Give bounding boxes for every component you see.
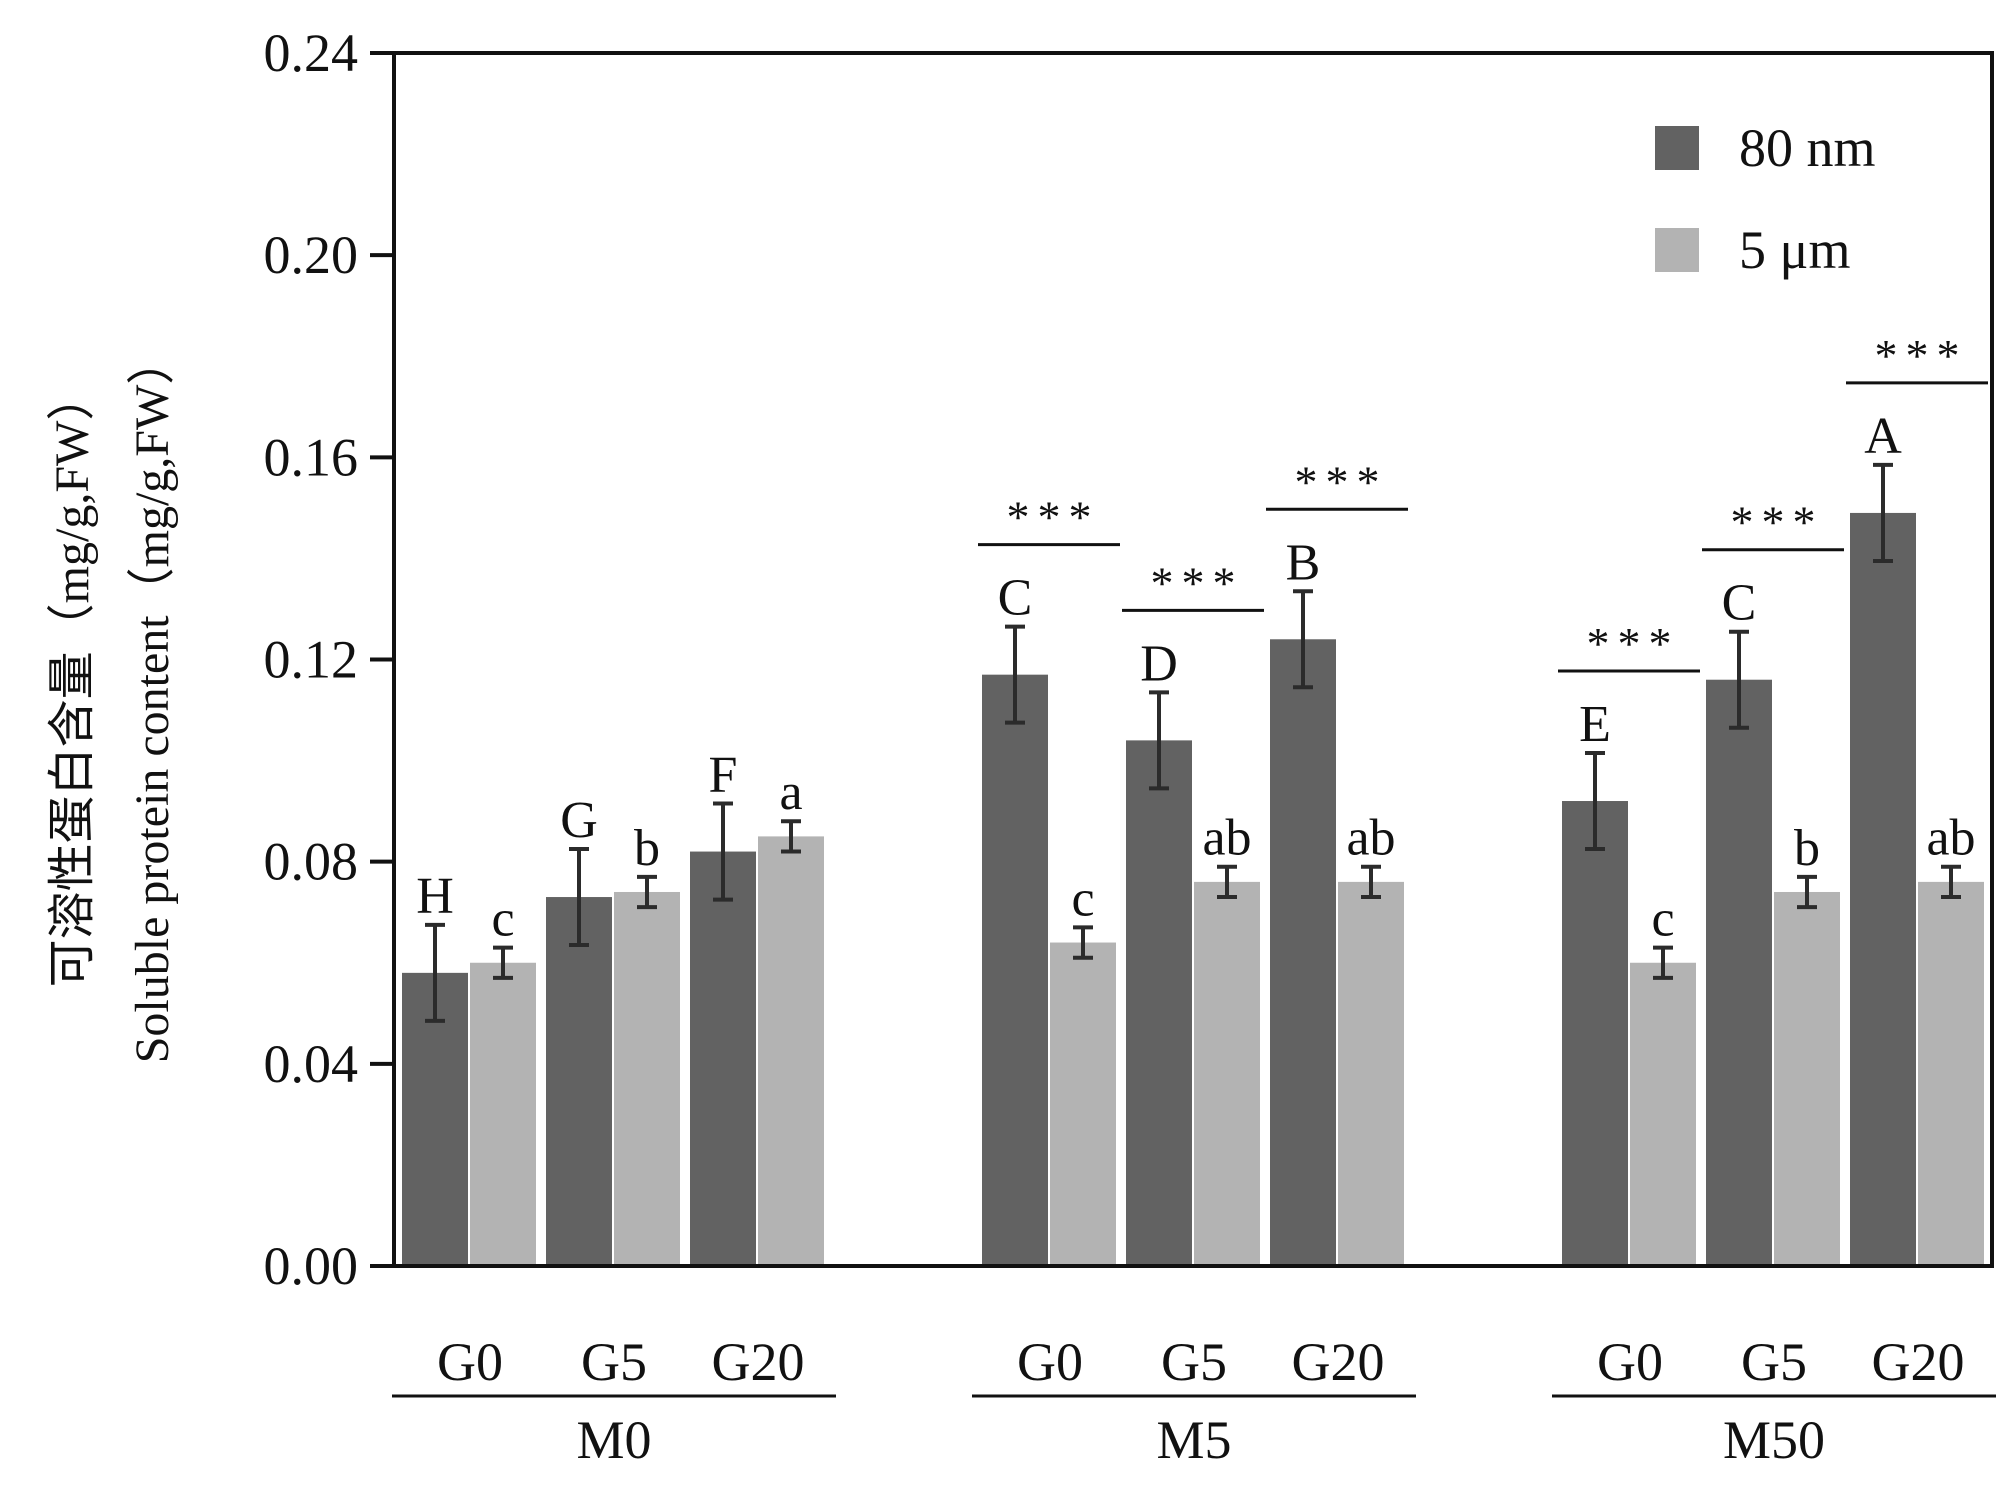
significance-stars: *** <box>1731 497 1824 548</box>
y-axis-title-cn: 可溶性蛋白含量（mg/g,FW） <box>46 373 99 988</box>
significance-letter: ab <box>1202 810 1251 867</box>
y-axis: 0.00 0.04 0.08 0.12 0.16 0.20 0.24 <box>264 23 394 1296</box>
bar <box>470 962 536 1266</box>
significance-letter: b <box>634 820 660 877</box>
bar <box>1562 801 1628 1266</box>
significance-letter: E <box>1579 696 1611 753</box>
significance-stars: *** <box>1151 557 1244 608</box>
significance-letter: A <box>1864 408 1902 465</box>
bar <box>1050 942 1116 1266</box>
x-category-label: G5 <box>1741 1332 1807 1392</box>
y-tick-label: 0.12 <box>264 630 359 690</box>
legend-label: 5 μm <box>1739 220 1850 280</box>
significance-letter: G <box>560 792 598 849</box>
legend-swatch <box>1655 228 1699 272</box>
significance-letter: B <box>1286 534 1321 591</box>
x-category-label: G20 <box>1872 1332 1965 1392</box>
significance-letter: H <box>416 868 454 925</box>
bar <box>1270 639 1336 1266</box>
bar <box>1126 740 1192 1266</box>
significance-letter: c <box>1651 891 1674 948</box>
bar <box>1918 881 1984 1266</box>
significance-stars: *** <box>1875 330 1968 381</box>
bar <box>982 674 1048 1266</box>
significance-letter: ab <box>1346 810 1395 867</box>
y-tick-label: 0.16 <box>264 427 359 487</box>
x-group-label: M5 <box>1156 1410 1231 1470</box>
legend-label: 80 nm <box>1739 118 1876 178</box>
x-category-label: G0 <box>1017 1332 1083 1392</box>
significance-letter: ab <box>1926 810 1975 867</box>
significance-letter: c <box>1071 870 1094 927</box>
significance-letter: b <box>1794 820 1820 877</box>
bar <box>1706 679 1772 1266</box>
plot-frame <box>392 51 1994 1268</box>
x-category-label: G0 <box>437 1332 503 1392</box>
bar <box>1194 881 1260 1266</box>
significance-letter: F <box>709 747 738 804</box>
bar <box>690 851 756 1266</box>
y-tick-label: 0.20 <box>264 225 359 285</box>
legend: 80 nm 5 μm <box>1655 118 1876 280</box>
legend-swatch <box>1655 126 1699 170</box>
significance-stars: *** *** *** *** *** *** <box>978 330 1988 673</box>
significance-stars: *** <box>1295 456 1388 507</box>
significance-letter: C <box>998 570 1033 627</box>
bar <box>1774 891 1840 1266</box>
y-tick-label: 0.24 <box>264 23 359 83</box>
bar <box>758 836 824 1266</box>
x-category-label: G0 <box>1597 1332 1663 1392</box>
x-group-label: M50 <box>1723 1410 1825 1470</box>
x-category-label: G5 <box>1161 1332 1227 1392</box>
y-axis-title: 可溶性蛋白含量（mg/g,FW） Soluble protein content… <box>46 337 179 1064</box>
x-category-label: G5 <box>581 1332 647 1392</box>
bar <box>1850 512 1916 1266</box>
x-category-label: G20 <box>1292 1332 1385 1392</box>
significance-stars: *** <box>1007 492 1100 543</box>
x-category-label: G20 <box>712 1332 805 1392</box>
bar <box>546 897 612 1266</box>
x-axis-labels: G0 G5 G20 M0 G0 G5 G20 M5 G0 G5 G20 M50 <box>392 1332 1996 1470</box>
y-tick-label: 0.00 <box>264 1236 359 1296</box>
y-axis-title-en: Soluble protein content（mg/g,FW） <box>126 337 179 1064</box>
bar <box>1338 881 1404 1266</box>
significance-letter: D <box>1140 635 1178 692</box>
significance-letter: C <box>1722 575 1757 632</box>
bar <box>614 891 680 1266</box>
significance-letter: c <box>491 891 514 948</box>
y-tick-label: 0.04 <box>264 1034 359 1094</box>
bars <box>402 512 1984 1266</box>
significance-letter: a <box>779 764 802 821</box>
significance-stars: *** <box>1587 618 1680 669</box>
bar <box>1630 962 1696 1266</box>
y-tick-label: 0.08 <box>264 832 359 892</box>
error-bars <box>425 462 1961 1023</box>
x-group-label: M0 <box>576 1410 651 1470</box>
